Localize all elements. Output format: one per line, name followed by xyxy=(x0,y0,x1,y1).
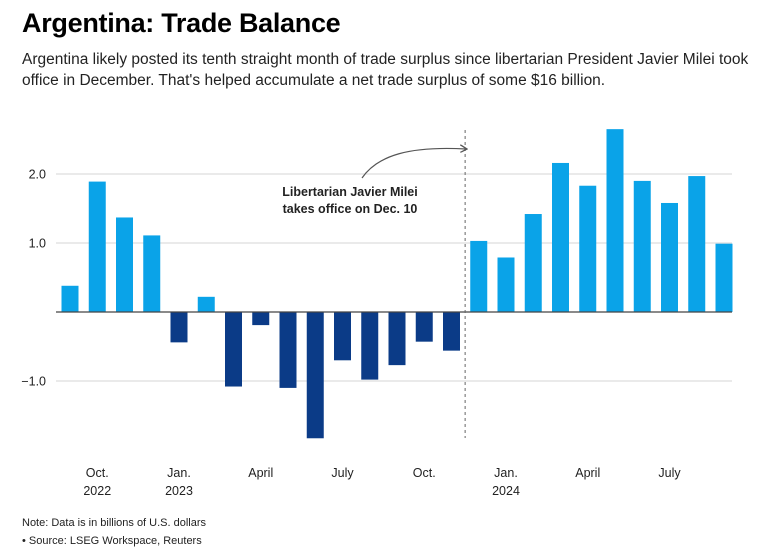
x-tick-year-label: 2023 xyxy=(165,484,193,498)
bar xyxy=(388,312,406,366)
x-tick-label: Oct. xyxy=(413,466,436,480)
bar xyxy=(197,296,215,312)
y-axis: 2.0 1.0 −1.0 xyxy=(21,168,46,389)
bar xyxy=(470,240,488,312)
bars xyxy=(61,129,733,439)
bar xyxy=(633,180,651,312)
bar xyxy=(252,312,270,326)
bar xyxy=(88,181,106,312)
bar xyxy=(552,162,569,312)
annotation-label: Libertarian Javier Milei xyxy=(282,185,417,199)
bar xyxy=(225,312,242,387)
source-line: • Source: LSEG Workspace, Reuters xyxy=(22,535,202,547)
bar xyxy=(143,235,161,312)
x-tick-label: April xyxy=(575,466,600,480)
annotation-label: takes office on Dec. 10 xyxy=(283,202,418,216)
x-axis: Oct. 2022 Jan. 2023 April July Oct. Jan. 2024 Apr… xyxy=(83,466,681,498)
annotation-arrow xyxy=(361,148,466,179)
bar xyxy=(688,176,706,312)
bar xyxy=(606,129,624,312)
bar xyxy=(497,257,515,312)
x-tick-year-label: 2022 xyxy=(83,484,111,498)
bar xyxy=(715,243,733,312)
x-tick-label: Jan. xyxy=(494,466,518,480)
bar xyxy=(61,285,79,312)
x-tick-year-label: 2024 xyxy=(492,484,520,498)
bar xyxy=(170,312,188,343)
bar xyxy=(524,214,542,312)
y-tick-label: 2.0 xyxy=(29,168,46,182)
x-tick-label: Oct. xyxy=(86,466,109,480)
x-tick-label: July xyxy=(331,466,354,480)
x-tick-label: July xyxy=(658,466,681,480)
x-tick-label: Jan. xyxy=(167,466,191,480)
y-tick-label: −1.0 xyxy=(21,375,46,389)
annotation: Libertarian Javier Milei takes office on … xyxy=(282,130,466,438)
bar xyxy=(443,312,460,351)
bar xyxy=(579,185,597,312)
bar xyxy=(306,312,324,439)
chart-subtitle: Argentina likely posted its tenth straig… xyxy=(22,51,749,89)
y-tick-label: 1.0 xyxy=(29,237,46,251)
bar xyxy=(661,202,678,312)
x-tick-label: April xyxy=(248,466,273,480)
bar xyxy=(361,312,379,380)
bar xyxy=(334,312,351,361)
chart-title: Argentina: Trade Balance xyxy=(22,8,341,38)
footnote: Note: Data is in billions of U.S. dollar… xyxy=(22,517,207,529)
bar xyxy=(116,217,133,312)
bar xyxy=(415,312,433,342)
bar xyxy=(279,312,297,388)
